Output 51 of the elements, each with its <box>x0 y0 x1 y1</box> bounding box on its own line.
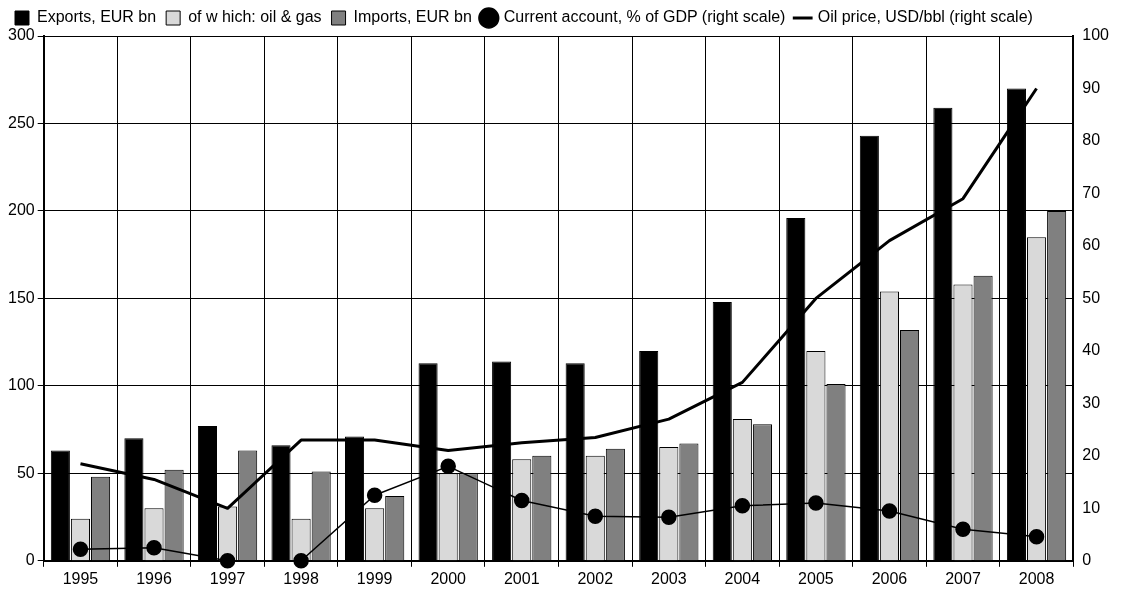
point <box>587 508 604 524</box>
legend-label: of w hich: oil & gas <box>188 8 322 26</box>
x-tick-label: 1995 <box>62 569 99 587</box>
point <box>734 497 751 514</box>
point <box>513 492 530 509</box>
y2-tick-label: 50 <box>1082 288 1101 306</box>
x-tick-label: 2005 <box>798 569 834 587</box>
point <box>1028 528 1045 545</box>
x-tick-label: 2004 <box>724 569 761 587</box>
x-tick-label: 2006 <box>871 569 908 587</box>
y-tick-label: 100 <box>7 376 35 394</box>
y2-tick-label: 30 <box>1082 393 1101 411</box>
y-tick-label: 200 <box>7 201 35 219</box>
x-tick-label: 2008 <box>1018 569 1055 587</box>
point <box>366 487 383 503</box>
x-tick-label: 1999 <box>356 569 393 587</box>
y2-tick-label: 60 <box>1082 236 1101 254</box>
legend-label: Exports, EUR bn <box>37 8 157 26</box>
point <box>661 509 677 525</box>
point <box>955 521 971 538</box>
y2-tick-label: 80 <box>1082 131 1101 149</box>
x-tick-label: 2000 <box>430 569 467 587</box>
x-tick-label: 1998 <box>283 569 319 587</box>
point <box>219 553 236 569</box>
point <box>440 458 456 475</box>
x-tick-label: 2001 <box>503 569 540 587</box>
x-tick-label: 2003 <box>651 569 687 587</box>
y2-tick-label: 0 <box>1082 551 1092 569</box>
y2-tick-label: 70 <box>1082 183 1101 201</box>
y2-tick-label: 20 <box>1082 446 1101 464</box>
point <box>881 503 898 519</box>
point <box>72 541 89 557</box>
y-tick-label: 0 <box>25 551 35 569</box>
point <box>146 539 162 556</box>
y-tick-label: 50 <box>16 463 35 481</box>
y-tick-label: 250 <box>7 113 35 131</box>
y-tick-label: 150 <box>7 288 35 306</box>
legend-label: Imports, EUR bn <box>353 8 472 26</box>
y2-tick-label: 100 <box>1082 26 1110 44</box>
point <box>293 553 309 569</box>
point <box>808 495 824 511</box>
x-tick-label: 1997 <box>209 569 246 587</box>
y-tick-label: 300 <box>7 26 35 44</box>
x-tick-label: 1996 <box>136 569 172 587</box>
x-tick-label: 2002 <box>577 569 614 587</box>
x-tick-label: 2007 <box>945 569 981 587</box>
legend-label: Current account, % of GDP (right scale) <box>503 8 786 26</box>
y2-tick-label: 90 <box>1082 78 1101 96</box>
y2-tick-label: 10 <box>1082 498 1101 516</box>
legend-label: Oil price, USD/bbl (right scale) <box>817 8 1033 26</box>
y2-tick-label: 40 <box>1082 341 1101 359</box>
